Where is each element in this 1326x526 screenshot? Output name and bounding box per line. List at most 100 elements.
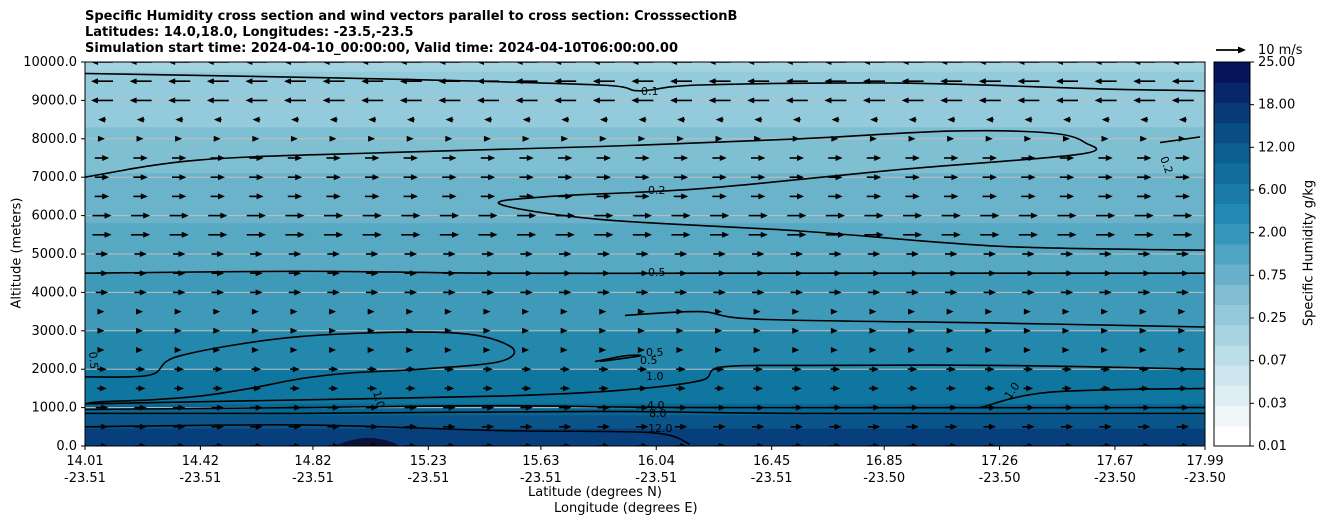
quiver-key-arrow-head [1238, 46, 1246, 54]
wind-vector-head [863, 97, 870, 104]
wind-vector-head [554, 62, 562, 65]
wind-vector-head [876, 231, 884, 238]
wind-vector-head [985, 135, 993, 142]
wind-vector-head [753, 347, 761, 353]
wind-vector-head [371, 251, 379, 257]
x-tick-label-longitude: -23.51 [179, 471, 221, 486]
wind-vector-head [911, 289, 919, 296]
wind-vector-head [1146, 231, 1154, 238]
wind-vector-head [485, 385, 493, 392]
wind-vector-head [102, 155, 110, 161]
wind-vector-head [140, 193, 148, 200]
wind-vector-head [863, 62, 870, 65]
contour-label: 0.5 [86, 351, 100, 370]
wind-vector-head [756, 385, 764, 392]
wind-vector-head [206, 97, 214, 104]
wind-vector-head [637, 347, 645, 353]
wind-vector-head [757, 251, 765, 257]
wind-vector-head [567, 212, 575, 219]
wind-vector-head [681, 155, 689, 161]
wind-vector-head [989, 423, 997, 430]
wind-vector-head [1094, 78, 1102, 85]
wind-vector-head [177, 385, 185, 392]
wind-vector-head [912, 174, 920, 181]
contour-label-group: 0.1 [641, 85, 659, 98]
wind-vector-head [604, 155, 611, 161]
wind-vector-head [525, 251, 533, 257]
contour-label-group: 1.0 [646, 370, 664, 383]
wind-vector-head [758, 174, 766, 181]
wind-vector-head [1024, 135, 1032, 142]
wind-vector-head [949, 385, 957, 392]
wind-vector-head [799, 231, 807, 238]
wind-vector-head [797, 174, 804, 181]
wind-vector-head [294, 443, 302, 446]
wind-vector-head [399, 62, 407, 65]
wind-vector-head [136, 347, 144, 353]
wind-vector-head [1017, 78, 1025, 85]
wind-vector-head [874, 155, 882, 161]
wind-vector-head [329, 327, 337, 334]
wind-vector-head [1143, 251, 1151, 257]
wind-vector-head [835, 193, 843, 200]
wind-vector-head [830, 347, 838, 353]
wind-vector-head [179, 174, 187, 181]
wind-vector-head [1144, 155, 1152, 161]
wind-vector-head [410, 443, 418, 446]
contour-12.0 [85, 423, 691, 445]
wind-vector-head [792, 347, 800, 353]
wind-vector-head [681, 174, 689, 181]
contour-label-group: 0.5 [646, 346, 664, 359]
wind-vector-head [168, 97, 176, 104]
wind-vector-head [333, 155, 341, 161]
wind-vector-head [488, 155, 496, 161]
wind-vector-head [830, 308, 838, 315]
wind-vector-head [953, 231, 961, 238]
wind-vector-head [564, 289, 572, 296]
wind-vector-head [361, 97, 369, 104]
wind-vector-head [336, 231, 344, 238]
colorbar-tick-label: 0.25 [1258, 311, 1287, 326]
wind-vector-head [139, 443, 147, 446]
wind-vector-head [290, 327, 298, 334]
wind-vector-head [179, 193, 187, 200]
wind-vector-head [592, 97, 600, 104]
wind-vector-head [449, 174, 457, 181]
colorbar-segment [1214, 122, 1250, 144]
contour-label: 12.0 [648, 422, 673, 435]
wind-vector-head [873, 423, 881, 430]
wind-vector-head [947, 135, 955, 142]
wind-vector-head [284, 97, 291, 104]
wind-vector-head [410, 289, 418, 296]
wind-vector-head [284, 62, 291, 65]
wind-vector-head [451, 231, 459, 238]
wind-vector-head [1069, 212, 1077, 219]
wind-vector-head [258, 212, 266, 219]
wind-vector-head [217, 443, 225, 446]
wind-vector-head [758, 155, 766, 161]
wind-vector-head [992, 212, 1000, 219]
wind-vector-head [101, 251, 109, 257]
wind-vector-head [947, 116, 955, 123]
wind-vector-head [1028, 193, 1036, 200]
wind-vector-head [413, 231, 421, 238]
wind-vector-head [294, 289, 302, 296]
wind-vector-head [525, 423, 533, 430]
x-tick-label-longitude: -23.51 [751, 471, 793, 486]
y-tick-label: 9000.0 [32, 93, 78, 108]
wind-vector-head [946, 308, 954, 315]
wind-vector-head [97, 327, 105, 334]
wind-vector-head [830, 327, 838, 334]
wind-vector-head [989, 251, 997, 257]
surface-max-patch [335, 438, 400, 446]
wind-vector-head [399, 97, 407, 104]
wind-vector-head [483, 347, 491, 353]
wind-vector-head [1062, 327, 1070, 334]
colorbar-tick-label: 2.00 [1258, 226, 1287, 241]
wind-vector-head [564, 443, 572, 446]
wind-vector-head [1027, 251, 1035, 257]
wind-vector-head [796, 423, 804, 430]
wind-vector-head [490, 212, 498, 219]
colorbar: 0.01 0.03 0.07 0.25 0.75 2.00 6.00 12.00 18.00 25… [1213, 55, 1295, 454]
wind-vector-head [1056, 78, 1063, 85]
